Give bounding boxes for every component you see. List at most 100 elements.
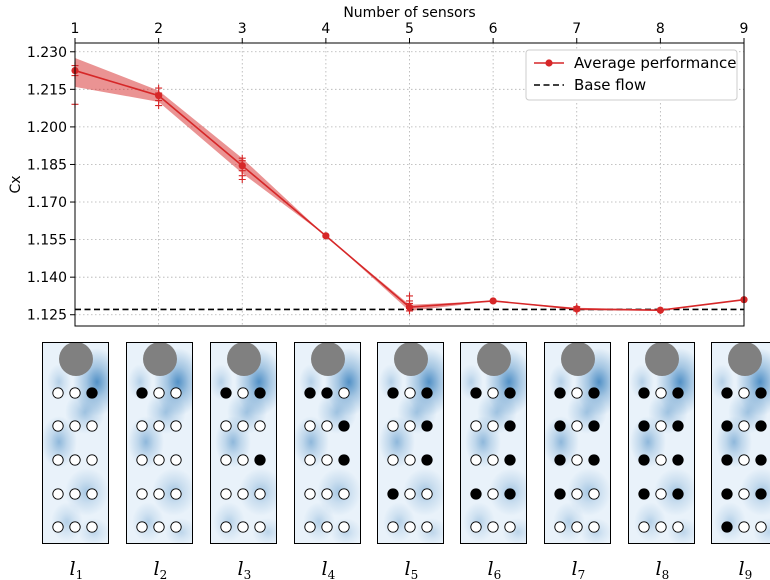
inactive-sensor <box>237 454 249 466</box>
inactive-sensor <box>404 387 416 399</box>
active-sensor <box>421 420 433 432</box>
active-sensor <box>254 454 266 466</box>
sensor-panel <box>711 342 770 544</box>
inactive-sensor <box>571 387 583 399</box>
inactive-sensor <box>153 488 165 500</box>
active-sensor <box>554 387 566 399</box>
active-sensor <box>470 387 482 399</box>
panel-border <box>42 342 109 544</box>
cylinder <box>728 342 762 376</box>
cylinder <box>645 342 679 376</box>
inactive-sensor <box>672 521 684 533</box>
inactive-sensor <box>69 420 81 432</box>
active-sensor <box>672 488 684 500</box>
vorticity-contour <box>213 502 245 542</box>
y-tick-label: 1.125 <box>27 308 67 324</box>
active-sensor <box>672 454 684 466</box>
active-sensor <box>504 454 516 466</box>
active-sensor <box>470 488 482 500</box>
inactive-sensor <box>220 521 232 533</box>
active-sensor <box>421 387 433 399</box>
active-sensor <box>387 387 399 399</box>
active-sensor <box>721 488 733 500</box>
active-sensor <box>672 420 684 432</box>
panel-label: l7 <box>572 558 586 580</box>
sample-marker <box>155 84 163 92</box>
inactive-sensor <box>487 488 499 500</box>
average-performance-point <box>656 306 664 314</box>
vorticity-contour <box>544 416 579 468</box>
inactive-sensor <box>588 521 600 533</box>
inactive-sensor <box>69 454 81 466</box>
inactive-sensor <box>304 521 316 533</box>
inactive-sensor <box>387 454 399 466</box>
panel-border <box>377 342 444 544</box>
sensor-panel <box>294 342 361 544</box>
inactive-sensor <box>86 521 98 533</box>
sensor-panel <box>460 342 527 544</box>
y-axis-title: Cx <box>8 175 24 193</box>
inactive-sensor <box>321 488 333 500</box>
inactive-sensor <box>69 488 81 500</box>
inactive-sensor <box>738 521 750 533</box>
inactive-sensor <box>52 387 64 399</box>
active-sensor <box>504 387 516 399</box>
active-sensor <box>721 387 733 399</box>
active-sensor <box>304 387 316 399</box>
inactive-sensor <box>170 454 182 466</box>
panel-label: l8 <box>656 558 670 580</box>
inactive-sensor <box>136 521 148 533</box>
panel-border <box>294 342 361 544</box>
vorticity-contour <box>42 416 77 468</box>
plot-area: 1 2 3 4 5 6 7 8 9 Number of sensors 1.230 1.215 1.20… <box>8 5 748 327</box>
active-sensor <box>755 420 767 432</box>
vorticity-contour <box>252 518 277 544</box>
inactive-sensor <box>470 420 482 432</box>
active-sensor <box>721 521 733 533</box>
inactive-sensor <box>220 420 232 432</box>
active-sensor <box>321 387 333 399</box>
x-tick-label: 5 <box>405 21 414 37</box>
inactive-sensor <box>86 420 98 432</box>
vorticity-contour <box>463 502 495 542</box>
inactive-sensor <box>638 521 650 533</box>
inactive-sensor <box>220 488 232 500</box>
inactive-sensor <box>421 521 433 533</box>
inactive-sensor <box>170 387 182 399</box>
panel-label: l4 <box>322 558 336 580</box>
active-sensor <box>638 454 650 466</box>
vorticity-contour <box>740 468 770 516</box>
inactive-sensor <box>487 420 499 432</box>
active-sensor <box>588 454 600 466</box>
active-sensor <box>672 387 684 399</box>
legend-box <box>525 49 738 101</box>
inactive-sensor <box>655 420 667 432</box>
x-tick-label: 7 <box>572 21 581 37</box>
inactive-sensor <box>738 488 750 500</box>
active-sensor <box>554 454 566 466</box>
inactive-sensor <box>220 454 232 466</box>
inactive-sensor <box>404 521 416 533</box>
panel-label: l5 <box>405 558 419 580</box>
inactive-sensor <box>304 488 316 500</box>
inactive-sensor <box>237 488 249 500</box>
cylinder <box>477 342 511 376</box>
inactive-sensor <box>153 454 165 466</box>
active-sensor <box>755 488 767 500</box>
panel-border <box>628 342 695 544</box>
active-sensor <box>136 387 148 399</box>
inactive-sensor <box>404 488 416 500</box>
sensor-panel <box>628 342 695 544</box>
sample-marker <box>406 292 413 300</box>
vorticity-contour <box>714 502 746 542</box>
inactive-sensor <box>52 521 64 533</box>
inactive-sensor <box>588 488 600 500</box>
inactive-sensor <box>738 387 750 399</box>
sensor-panel <box>126 342 193 544</box>
cylinder <box>59 342 93 376</box>
x-tick-label: 1 <box>71 21 80 37</box>
inactive-sensor <box>571 521 583 533</box>
average-performance-point <box>322 232 330 240</box>
inactive-sensor <box>170 488 182 500</box>
inactive-sensor <box>470 521 482 533</box>
